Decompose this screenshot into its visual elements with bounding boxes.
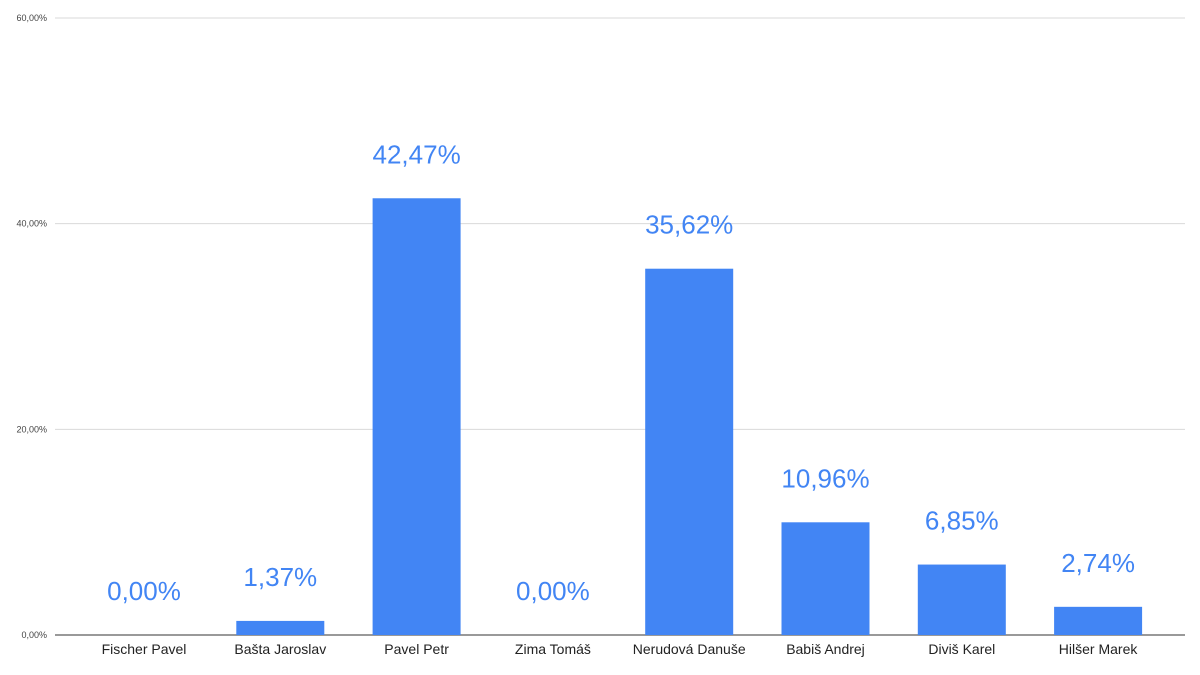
x-tick-label: Zima Tomáš [515,641,591,657]
gridlines [55,17,1185,636]
bar [645,268,734,635]
x-tick-label: Pavel Petr [384,641,449,657]
bar [372,198,461,635]
x-tick-label: Babiš Andrej [786,641,865,657]
x-tick-label: Fischer Pavel [102,641,187,657]
x-tick-label: Bašta Jaroslav [234,641,326,657]
y-tick-label: 20,00% [16,424,47,434]
bar [236,620,325,635]
data-label: 0,00% [516,576,590,606]
data-label: 2,74% [1061,548,1135,578]
bar [917,564,1006,635]
y-tick-label: 0,00% [21,630,47,640]
y-axis-ticks: 0,00% 20,00% 40,00% 60,00% [16,13,47,640]
y-tick-label: 60,00% [16,13,47,23]
x-tick-label: Hilšer Marek [1059,641,1139,657]
x-tick-label: Nerudová Danuše [633,641,746,657]
y-tick-label: 40,00% [16,219,47,229]
x-tick-label: Diviš Karel [928,641,995,657]
data-label: 35,62% [645,210,733,240]
x-axis-ticks: Fischer Pavel Bašta Jaroslav Pavel Petr Zim… [102,641,1139,657]
data-label: 1,37% [243,562,317,592]
data-label: 6,85% [925,506,999,536]
data-label: 0,00% [107,576,181,606]
data-label: 42,47% [373,139,461,169]
bar [781,522,870,635]
bars [236,198,1143,635]
bar [1054,606,1143,635]
data-labels: 0,00% 1,37% 42,47% 0,00% 35,62% 10,96% 6,85% 2,… [107,139,1135,606]
data-label: 10,96% [781,463,869,493]
